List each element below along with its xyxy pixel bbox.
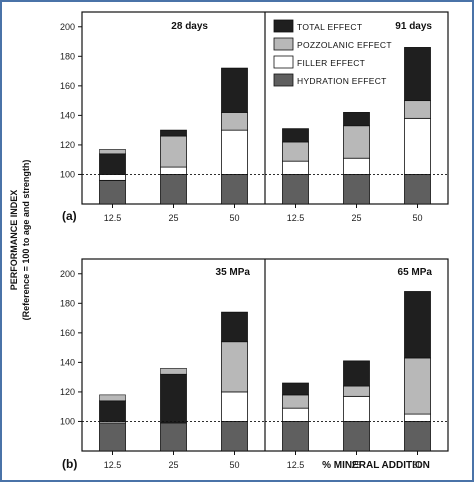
y-axis-label-line2: (Reference = 100 to age and strength) bbox=[21, 160, 31, 321]
x-axis-label: % MINERAL ADDITION bbox=[322, 460, 430, 471]
legend-label-total: TOTAL EFFECT bbox=[297, 22, 362, 32]
panel-title: 91 days bbox=[395, 21, 432, 32]
bar-filler bbox=[99, 174, 126, 181]
bar-filler bbox=[404, 117, 431, 175]
bar-hydration bbox=[282, 174, 309, 205]
y-tick-label: 180 bbox=[60, 51, 75, 61]
y-tick-label: 160 bbox=[60, 81, 75, 91]
bar-pozzolanic bbox=[343, 125, 370, 159]
y-tick-label: 100 bbox=[60, 169, 75, 179]
bar-total bbox=[343, 112, 370, 127]
bar-total bbox=[99, 400, 126, 422]
bar-hydration bbox=[343, 174, 370, 205]
y-tick-label: 160 bbox=[60, 328, 75, 338]
bar-total bbox=[404, 291, 431, 359]
y-tick-label: 200 bbox=[60, 269, 75, 279]
panel-title: 28 days bbox=[171, 21, 208, 32]
bar-hydration bbox=[404, 174, 431, 205]
y-tick-label: 120 bbox=[60, 140, 75, 150]
legend-swatch-filler bbox=[273, 55, 294, 69]
y-axis-label-line1: PERFORMANCE INDEX bbox=[9, 190, 19, 291]
chart-panel-1: 28 days 100 120 140 160 180 200 12.5 25 50 bbox=[60, 21, 265, 223]
bar-total bbox=[282, 382, 309, 396]
chart-panel-4: 65 MPa 12.5 25 50 bbox=[265, 267, 448, 470]
row-label-b: (b) bbox=[62, 457, 77, 471]
y-tick-label: 140 bbox=[60, 357, 75, 367]
legend-label-filler: FILLER EFFECT bbox=[297, 58, 365, 68]
x-tick-label: 12.5 bbox=[104, 460, 122, 470]
y-tick-label: 120 bbox=[60, 387, 75, 397]
y-tick-label: 200 bbox=[60, 22, 75, 32]
bar-pozzolanic bbox=[160, 135, 187, 168]
x-tick-label: 25 bbox=[168, 213, 178, 223]
bar-filler bbox=[221, 129, 248, 175]
bar-hydration bbox=[160, 422, 187, 452]
panel-title: 35 MPa bbox=[216, 267, 251, 278]
y-tick-label: 180 bbox=[60, 298, 75, 308]
bar-total bbox=[221, 311, 248, 343]
x-tick-label: 12.5 bbox=[104, 213, 122, 223]
bar-pozzolanic bbox=[282, 141, 309, 162]
bar-total bbox=[160, 373, 187, 424]
bar-pozzolanic bbox=[404, 357, 431, 415]
bar-hydration bbox=[99, 422, 126, 452]
bar-filler bbox=[221, 391, 248, 422]
bar-hydration bbox=[404, 421, 431, 452]
x-tick-label: 50 bbox=[229, 460, 239, 470]
bar-total bbox=[404, 47, 431, 102]
bar-hydration bbox=[221, 421, 248, 452]
bar-pozzolanic bbox=[221, 341, 248, 393]
y-tick-label: 140 bbox=[60, 110, 75, 120]
legend-swatch-total bbox=[273, 19, 294, 33]
legend-label-hydration: HYDRATION EFFECT bbox=[297, 76, 387, 86]
bar-total bbox=[99, 153, 126, 175]
x-tick-label: 25 bbox=[351, 460, 361, 470]
bar-filler bbox=[343, 157, 370, 175]
x-tick-label: 50 bbox=[412, 213, 422, 223]
bar-total bbox=[160, 129, 187, 137]
legend-swatch-hydration bbox=[273, 73, 294, 87]
x-tick-label: 12.5 bbox=[287, 460, 305, 470]
bar-hydration bbox=[160, 174, 187, 205]
legend-swatch-pozzolanic bbox=[273, 37, 294, 51]
bar-pozzolanic-cap bbox=[160, 367, 187, 375]
x-tick-label: 25 bbox=[351, 213, 361, 223]
bar-filler bbox=[343, 395, 370, 422]
bar-total bbox=[221, 67, 248, 113]
bar-pozzolanic bbox=[404, 100, 431, 119]
x-tick-label: 50 bbox=[229, 213, 239, 223]
bar-filler bbox=[404, 413, 431, 422]
chart-panel-2: 91 days 12.5 25 50 bbox=[265, 21, 448, 223]
row-label-a: (a) bbox=[62, 209, 77, 223]
bar-filler bbox=[282, 160, 309, 175]
x-tick-label: 50 bbox=[412, 460, 422, 470]
bar-pozzolanic-cap bbox=[99, 394, 126, 402]
bar-total bbox=[343, 360, 370, 387]
bar-hydration bbox=[221, 174, 248, 205]
bar-pozzolanic bbox=[343, 385, 370, 397]
x-tick-label: 25 bbox=[168, 460, 178, 470]
bar-filler bbox=[160, 166, 187, 175]
bar-hydration bbox=[282, 421, 309, 452]
bar-filler bbox=[282, 407, 309, 422]
bar-pozzolanic bbox=[282, 394, 309, 409]
bar-pozzolanic bbox=[221, 112, 248, 131]
bar-total bbox=[282, 128, 309, 143]
legend-label-pozzolanic: POZZOLANIC EFFECT bbox=[297, 40, 392, 50]
bar-pozzolanic-cap bbox=[99, 149, 126, 155]
y-tick-label: 100 bbox=[60, 416, 75, 426]
chart-panel-3: 35 MPa 100 120 140 160 180 200 12.5 25 50 bbox=[60, 267, 265, 470]
legend: TOTAL EFFECT POZZOLANIC EFFECT FILLER EF… bbox=[273, 19, 392, 87]
bar-hydration bbox=[343, 421, 370, 452]
bar-hydration bbox=[99, 179, 126, 205]
x-tick-label: 12.5 bbox=[287, 213, 305, 223]
panel-title: 65 MPa bbox=[398, 267, 433, 278]
